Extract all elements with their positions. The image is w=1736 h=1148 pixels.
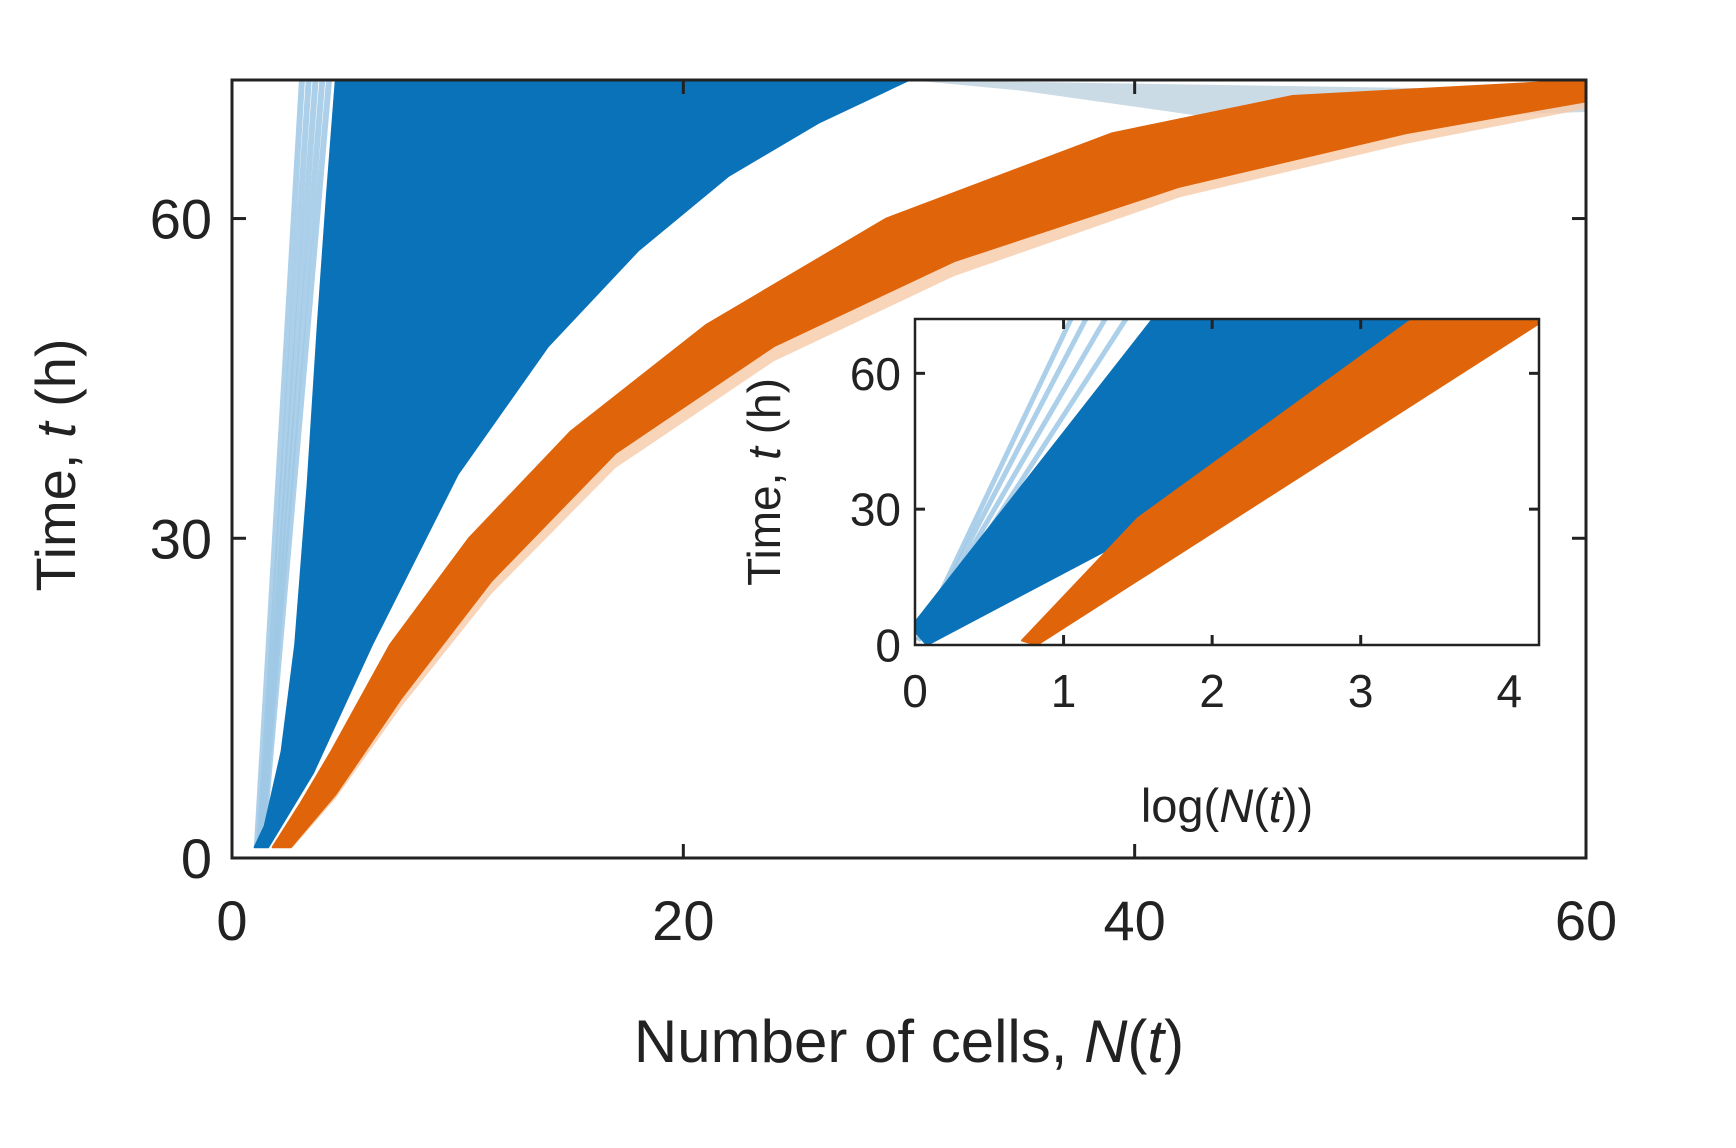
inset-plot-frame	[913, 317, 1541, 647]
main-x-axis-title: Number of cells, N(t)	[634, 1008, 1184, 1075]
main-series-1-faint-line-1	[253, 80, 305, 848]
inset-x-tick-label-4: 4	[1496, 665, 1522, 717]
main-series-2-band	[271, 80, 1586, 849]
main-x-tick-label-0: 0	[216, 889, 247, 952]
main-y-tick-label-0: 0	[181, 827, 212, 890]
inset-x-tick-label-0: 0	[902, 665, 928, 717]
main-plot-frame	[230, 78, 1588, 860]
inset-x-tick-label-1: 1	[1051, 665, 1077, 717]
main-y-tick-label-60: 60	[150, 188, 212, 251]
main-y-axis-title: Time, t (h)	[24, 338, 87, 591]
inset-y-tick-label-0: 0	[875, 620, 901, 672]
inset-series-2-band	[1021, 319, 1539, 645]
inset-x-tick-label-3: 3	[1348, 665, 1374, 717]
main-series-2	[271, 80, 1586, 849]
inset-series-2	[1021, 319, 1539, 645]
inset-plot-data	[915, 319, 1539, 645]
inset-plot: 0 1 2 3 4 0 30 60 log(N(t)) Time, t (h)	[738, 317, 1541, 832]
inset-y-axis-title: Time, t (h)	[738, 378, 790, 586]
main-series-1-band	[253, 80, 910, 849]
inset-series-1	[915, 319, 1414, 645]
inset-x-tick-label-2: 2	[1199, 665, 1225, 717]
inset-ticks: 0 1 2 3 4 0 30 60	[850, 319, 1539, 717]
main-series-1-faint-line-5	[259, 80, 333, 848]
inset-x-axis-title: log(N(t))	[1141, 779, 1313, 832]
main-x-tick-label-60: 60	[1555, 889, 1617, 952]
main-x-tick-label-40: 40	[1104, 889, 1166, 952]
inset-y-tick-label-60: 60	[850, 348, 901, 400]
main-y-tick-label-30: 30	[150, 507, 212, 570]
main-x-tick-label-20: 20	[652, 889, 714, 952]
inset-y-tick-label-30: 30	[850, 484, 901, 536]
main-plot-data	[253, 80, 1586, 849]
